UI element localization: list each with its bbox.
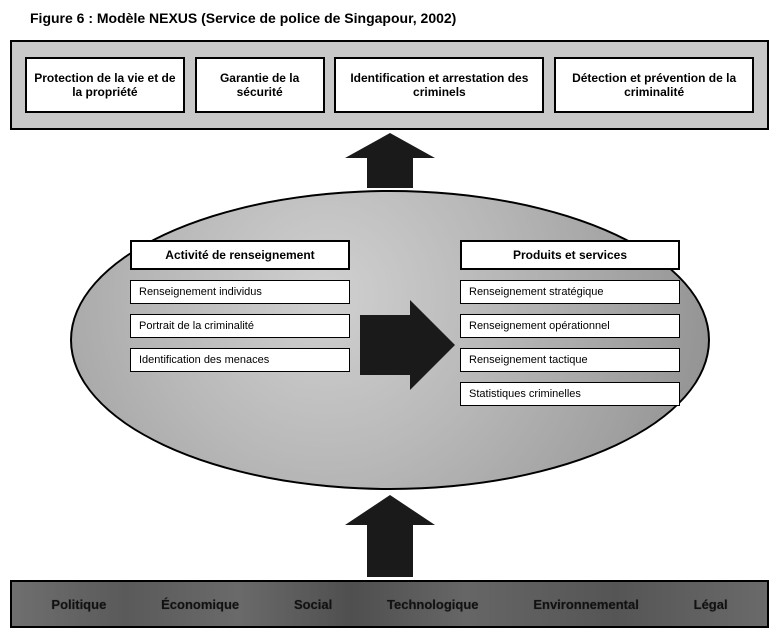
left-header: Activité de renseignement (130, 240, 350, 270)
bottom-item-social: Social (294, 597, 332, 612)
right-item-2: Renseignement opérationnel (460, 314, 680, 338)
left-item-2: Portrait de la criminalité (130, 314, 350, 338)
bottom-item-environnemental: Environnemental (533, 597, 638, 612)
right-item-3: Renseignement tactique (460, 348, 680, 372)
ellipse-left-column: Activité de renseignement Renseignement … (130, 240, 350, 372)
arrow-right-center-icon (360, 300, 455, 390)
arrow-up-bottom-icon (335, 495, 445, 577)
left-item-1: Renseignement individus (130, 280, 350, 304)
figure-diagram: { "title": "Figure 6 : Modèle NEXUS (Ser… (0, 0, 779, 641)
top-box-detection: Détection et prévention de la criminalit… (554, 57, 754, 113)
right-item-1: Renseignement stratégique (460, 280, 680, 304)
arrow-up-top-icon (335, 133, 445, 188)
bottom-context-band: Politique Économique Social Technologiqu… (10, 580, 769, 628)
ellipse-container: Activité de renseignement Renseignement … (70, 190, 710, 490)
bottom-item-legal: Légal (694, 597, 728, 612)
right-item-4: Statistiques criminelles (460, 382, 680, 406)
bottom-item-technologique: Technologique (387, 597, 478, 612)
figure-title: Figure 6 : Modèle NEXUS (Service de poli… (30, 10, 456, 26)
top-box-identification: Identification et arrestation des crimin… (334, 57, 544, 113)
ellipse-right-column: Produits et services Renseignement strat… (460, 240, 680, 406)
top-goal-band: Protection de la vie et de la propriété … (10, 40, 769, 130)
left-item-3: Identification des menaces (130, 348, 350, 372)
right-header: Produits et services (460, 240, 680, 270)
bottom-item-economique: Économique (161, 597, 239, 612)
bottom-item-politique: Politique (51, 597, 106, 612)
top-box-protection: Protection de la vie et de la propriété (25, 57, 185, 113)
top-box-securite: Garantie de la sécurité (195, 57, 325, 113)
